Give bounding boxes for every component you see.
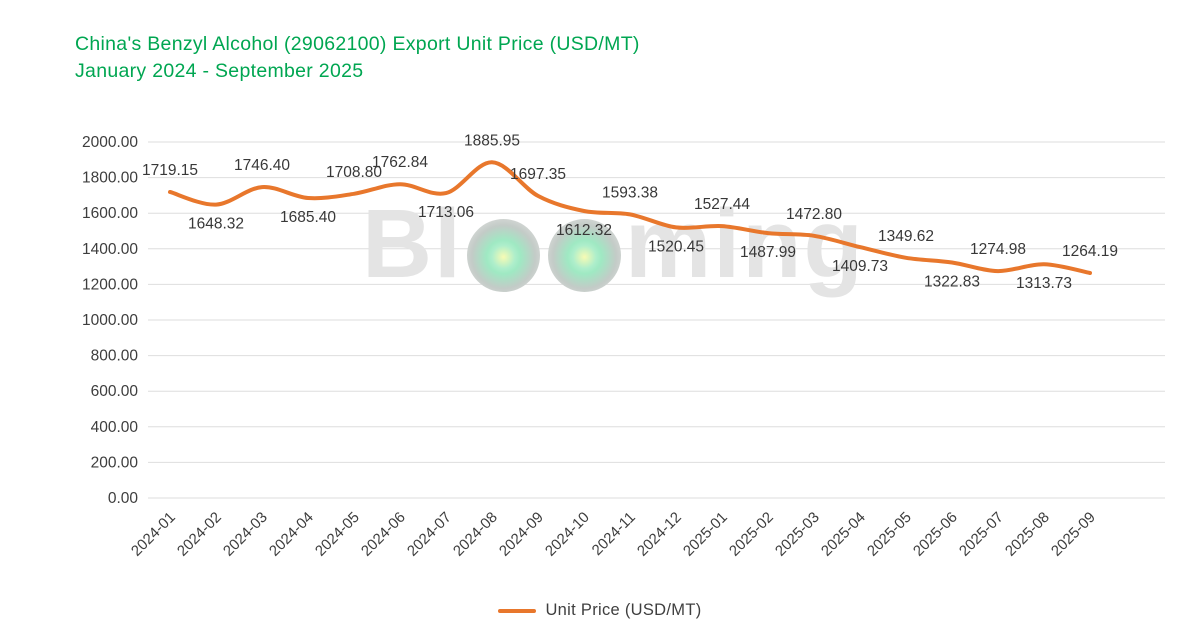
chart-title-line1: China's Benzyl Alcohol (29062100) Export…	[75, 33, 640, 55]
data-point-label: 1349.62	[878, 228, 934, 245]
legend-series-label: Unit Price (USD/MT)	[545, 601, 702, 619]
data-point-label: 1527.44	[694, 196, 750, 213]
data-point-label: 1708.80	[326, 164, 382, 181]
data-point-label: 1713.06	[418, 204, 474, 221]
y-axis-tick-label: 0.00	[108, 490, 139, 507]
chart-legend: Unit Price (USD/MT)	[0, 601, 1200, 620]
data-point-label: 1322.83	[924, 274, 980, 291]
y-axis-tick-label: 800.00	[91, 348, 139, 365]
y-axis-tick-label: 2000.00	[82, 134, 138, 151]
data-point-label: 1487.99	[740, 244, 796, 261]
watermark-text-prefix: Bl	[362, 189, 463, 298]
y-axis-tick-label: 1000.00	[82, 312, 138, 329]
data-point-label: 1264.19	[1062, 243, 1118, 260]
data-point-label: 1612.32	[556, 222, 612, 239]
data-point-label: 1762.84	[372, 154, 428, 171]
blooming-watermark: Bl ming	[362, 194, 865, 298]
data-point-label: 1719.15	[142, 162, 198, 179]
data-point-label: 1472.80	[786, 206, 842, 223]
chart-title-line2: January 2024 - September 2025	[75, 60, 364, 82]
data-point-label: 1697.35	[510, 166, 566, 183]
y-axis-tick-label: 200.00	[91, 454, 139, 471]
blooming-logo-o-icon	[467, 219, 540, 292]
unit-price-series-line	[168, 160, 1092, 275]
y-axis-tick-label: 1600.00	[82, 205, 138, 222]
data-point-label: 1885.95	[464, 132, 520, 149]
data-point-label: 1520.45	[648, 238, 704, 255]
watermark-text-suffix: ming	[625, 189, 865, 298]
y-axis-tick-label: 1400.00	[82, 241, 138, 258]
legend-line-swatch	[498, 608, 537, 613]
blooming-logo-o-icon	[548, 219, 621, 292]
y-axis-tick-label: 1200.00	[82, 276, 138, 293]
y-axis-tick-label: 400.00	[91, 419, 139, 436]
data-point-label: 1274.98	[970, 241, 1026, 258]
data-point-label: 1409.73	[832, 258, 888, 275]
data-point-label: 1313.73	[1016, 275, 1072, 292]
data-point-label: 1746.40	[234, 157, 290, 174]
chart-title: China's Benzyl Alcohol (29062100) Export…	[75, 31, 640, 85]
data-point-label: 1685.40	[280, 209, 336, 226]
y-axis-tick-label: 600.00	[91, 383, 139, 400]
data-point-label: 1648.32	[188, 216, 244, 233]
y-axis-tick-label: 1800.00	[82, 170, 138, 187]
data-point-label: 1593.38	[602, 184, 658, 201]
